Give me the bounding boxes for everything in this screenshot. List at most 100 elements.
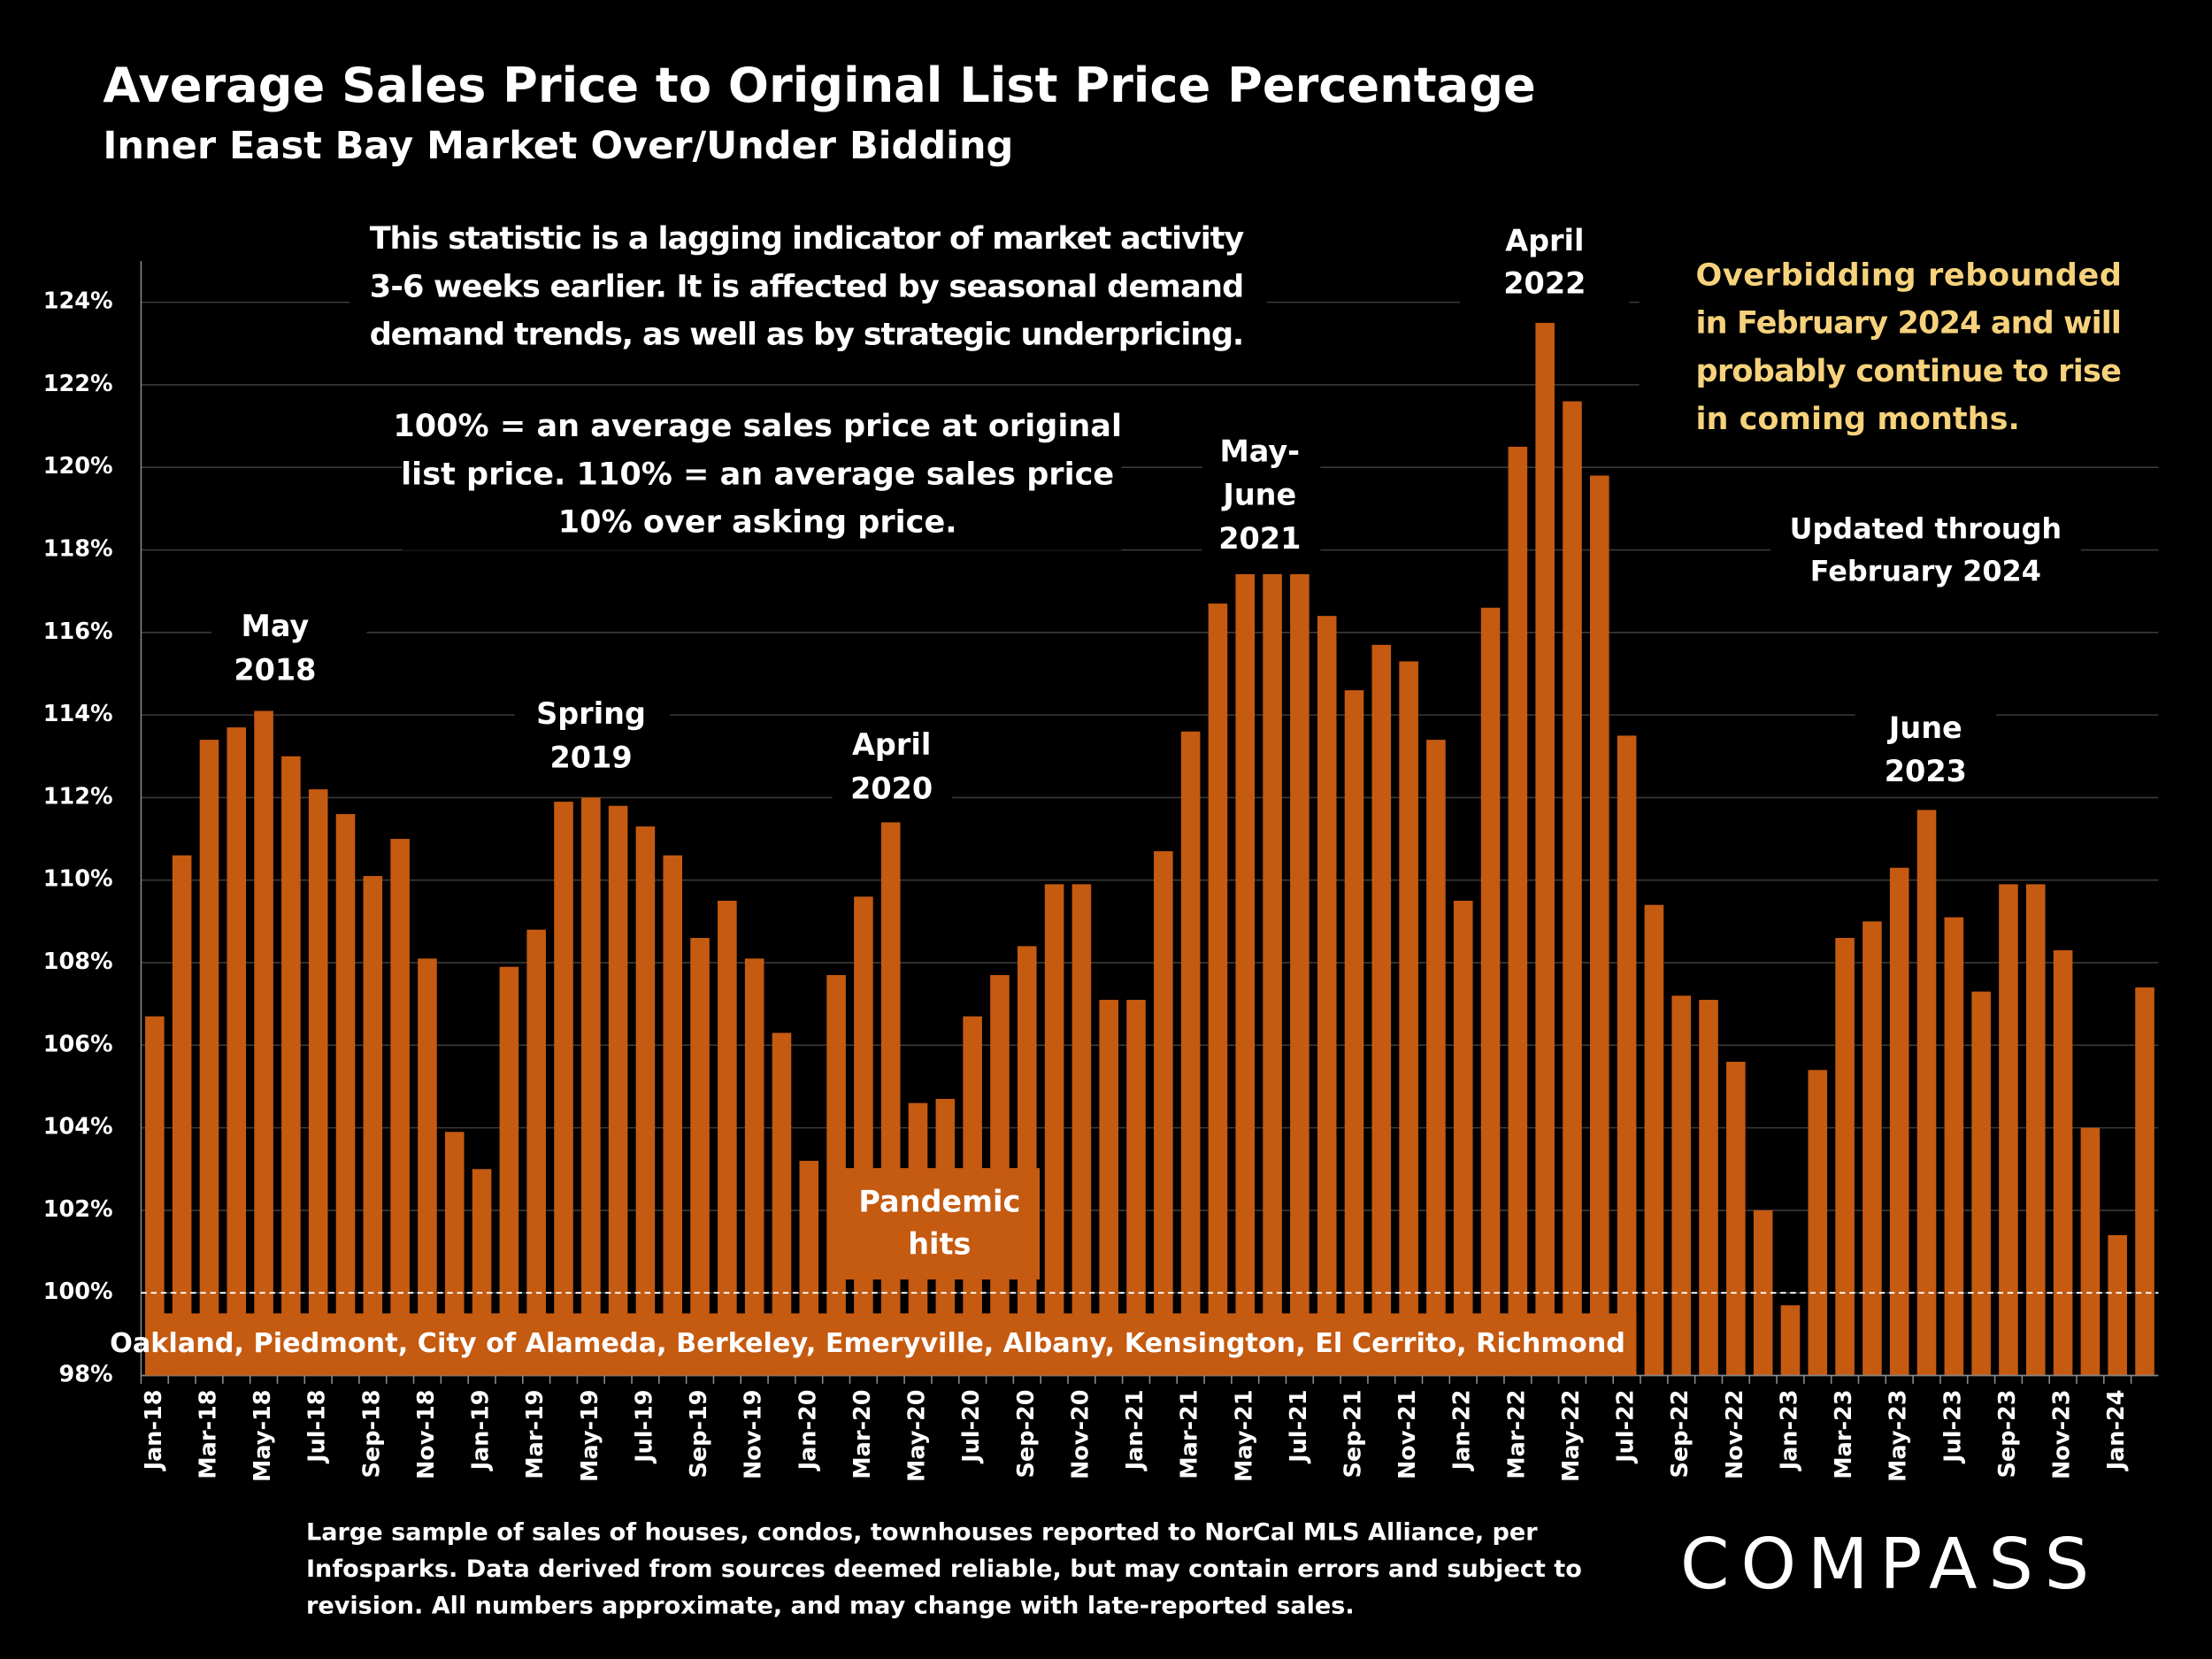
bar bbox=[1180, 731, 1201, 1376]
y-tick-label: 102% bbox=[43, 1196, 113, 1223]
annotation-box bbox=[1770, 504, 2081, 595]
x-tick-label: Nov-22 bbox=[1722, 1389, 1748, 1479]
bar bbox=[526, 929, 546, 1376]
bar bbox=[1290, 517, 1310, 1376]
y-tick-label: 122% bbox=[43, 371, 113, 397]
x-tick-label: Mar-22 bbox=[1503, 1389, 1530, 1479]
bar bbox=[1208, 603, 1228, 1376]
x-tick-label: Sep-23 bbox=[1994, 1389, 2021, 1478]
annotation: list price. 110% = an average sales pric… bbox=[401, 456, 1114, 492]
bar bbox=[581, 797, 601, 1376]
annotation: 2021 bbox=[1218, 521, 1301, 556]
bar bbox=[1317, 616, 1337, 1376]
bar bbox=[1017, 946, 1037, 1376]
region-label: Oakland, Piedmont, City of Alameda, Berk… bbox=[110, 1328, 1625, 1359]
y-tick-label: 118% bbox=[43, 536, 113, 563]
x-tick-label: May-18 bbox=[250, 1389, 276, 1482]
x-tick-label: Sep-21 bbox=[1340, 1389, 1367, 1478]
x-tick-label: Mar-23 bbox=[1831, 1389, 1857, 1479]
bar bbox=[1263, 483, 1282, 1376]
annotation-box bbox=[1639, 247, 2159, 445]
bar bbox=[1344, 690, 1364, 1376]
annotation-box bbox=[402, 397, 1122, 550]
x-tick-label: Sep-22 bbox=[1667, 1389, 1694, 1478]
annotation: Updated through bbox=[1790, 511, 2062, 545]
annotation: 2020 bbox=[850, 771, 933, 805]
x-tick-label: Mar-18 bbox=[195, 1389, 221, 1479]
bar bbox=[335, 814, 356, 1376]
footnote: Large sample of sales of houses, condos,… bbox=[306, 1519, 1538, 1547]
annotation: 2018 bbox=[234, 652, 316, 687]
bar bbox=[1590, 475, 1609, 1376]
bar bbox=[554, 802, 573, 1376]
bar bbox=[1426, 740, 1446, 1376]
annotation: probably continue to rise bbox=[1695, 353, 2122, 389]
x-tick-label: Nov-21 bbox=[1394, 1389, 1421, 1479]
y-tick-label: 108% bbox=[43, 949, 113, 975]
x-tick-label: Jul-23 bbox=[1939, 1389, 1966, 1463]
x-tick-label: Sep-18 bbox=[358, 1389, 385, 1478]
annotation: February 2024 bbox=[1810, 554, 2041, 588]
bar bbox=[308, 789, 328, 1376]
annotation: Pandemic bbox=[858, 1185, 1020, 1219]
bar bbox=[1399, 661, 1418, 1376]
footnote: Infosparks. Data derived from sources de… bbox=[306, 1555, 1582, 1583]
bar bbox=[199, 740, 219, 1376]
y-tick-label: 98% bbox=[59, 1362, 113, 1388]
x-tick-label: Mar-19 bbox=[522, 1389, 549, 1479]
bar bbox=[1699, 1000, 1718, 1376]
x-tick-label: Jan-22 bbox=[1449, 1389, 1476, 1471]
annotation: This statistic is a lagging indicator of… bbox=[370, 220, 1245, 257]
bar bbox=[1535, 322, 1555, 1376]
x-tick-label: Nov-20 bbox=[1067, 1389, 1094, 1479]
x-tick-label: May-19 bbox=[577, 1389, 603, 1482]
bar bbox=[1999, 884, 2018, 1376]
bar bbox=[499, 966, 519, 1376]
annotation: April bbox=[1505, 224, 1584, 258]
annotation-box bbox=[349, 211, 1267, 360]
x-tick-label: Jan-21 bbox=[1122, 1389, 1148, 1471]
bar bbox=[1835, 938, 1855, 1376]
bar bbox=[1126, 1000, 1146, 1376]
chart-subtitle: Inner East Bay Market Over/Under Bidding bbox=[103, 124, 1013, 168]
bar bbox=[1154, 851, 1173, 1376]
bar bbox=[2080, 1127, 2101, 1376]
bar bbox=[1480, 607, 1501, 1376]
bar bbox=[854, 896, 873, 1376]
annotation: Spring bbox=[536, 696, 646, 731]
annotation-box bbox=[514, 691, 671, 782]
x-tick-label: Jul-22 bbox=[1613, 1389, 1640, 1463]
annotation: in February 2024 and will bbox=[1695, 305, 2122, 342]
x-tick-label: Sep-19 bbox=[686, 1389, 712, 1478]
annotation-box bbox=[1855, 705, 1997, 796]
bar bbox=[145, 1016, 165, 1376]
logo: COMPASS bbox=[1680, 1523, 2101, 1605]
bar bbox=[2025, 884, 2046, 1376]
annotation: April bbox=[852, 727, 931, 762]
x-tick-label: Jul-19 bbox=[631, 1389, 657, 1463]
bar bbox=[1863, 921, 1882, 1376]
bar bbox=[744, 958, 764, 1376]
annotation: hits bbox=[908, 1226, 971, 1261]
bar bbox=[663, 855, 683, 1376]
annotation: 2019 bbox=[549, 740, 632, 774]
bar bbox=[1235, 500, 1256, 1376]
bar bbox=[1508, 446, 1528, 1376]
y-tick-label: 104% bbox=[43, 1114, 113, 1141]
bar bbox=[1071, 884, 1092, 1376]
x-tick-label: Mar-21 bbox=[1177, 1389, 1203, 1479]
annotation-box bbox=[832, 722, 953, 813]
y-tick-label: 110% bbox=[43, 866, 113, 893]
bar bbox=[172, 855, 192, 1376]
bar bbox=[227, 727, 247, 1376]
y-tick-label: 116% bbox=[43, 618, 113, 645]
x-tick-label: Jul-18 bbox=[304, 1389, 331, 1463]
y-tick-label: 106% bbox=[43, 1031, 113, 1057]
y-tick-label: 124% bbox=[43, 288, 113, 315]
annotation-box bbox=[827, 1168, 1041, 1280]
annotation: 2022 bbox=[1503, 266, 1586, 301]
x-tick-label: Jul-20 bbox=[958, 1389, 985, 1463]
x-tick-label: May-20 bbox=[904, 1389, 931, 1482]
x-tick-label: Sep-20 bbox=[1013, 1389, 1040, 1478]
bar bbox=[1944, 917, 1964, 1376]
